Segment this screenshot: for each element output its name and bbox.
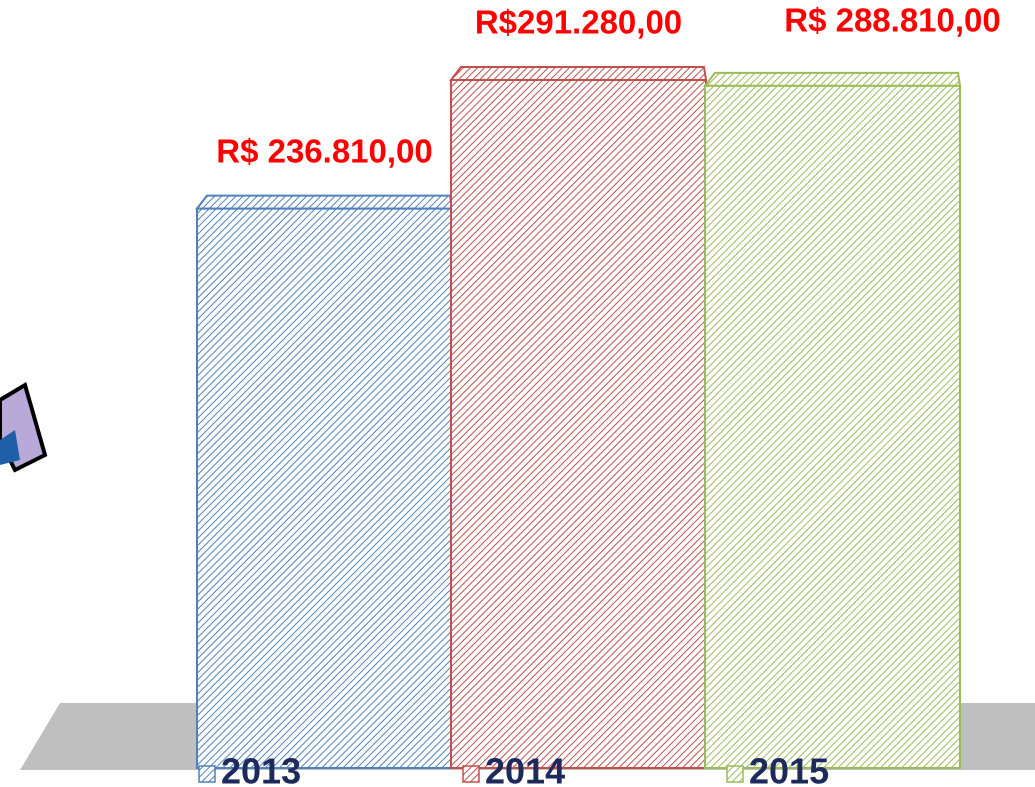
value-label: R$ 236.810,00 bbox=[216, 132, 433, 169]
value-label: R$ 288.810,00 bbox=[784, 2, 1001, 39]
legend-swatch bbox=[198, 765, 216, 783]
bar-top bbox=[448, 66, 708, 81]
legend-label: 2014 bbox=[485, 751, 565, 787]
bar bbox=[450, 79, 707, 769]
bar-top bbox=[702, 71, 962, 87]
bar bbox=[704, 84, 961, 770]
legend-label: 2013 bbox=[221, 751, 301, 787]
legend-label: 2015 bbox=[749, 751, 829, 787]
decor-icon bbox=[0, 381, 48, 473]
legend-swatch bbox=[462, 765, 480, 783]
bar bbox=[196, 207, 453, 769]
value-label: R$291.280,00 bbox=[475, 4, 682, 41]
legend-swatch bbox=[726, 765, 744, 783]
bar-top bbox=[194, 194, 454, 210]
